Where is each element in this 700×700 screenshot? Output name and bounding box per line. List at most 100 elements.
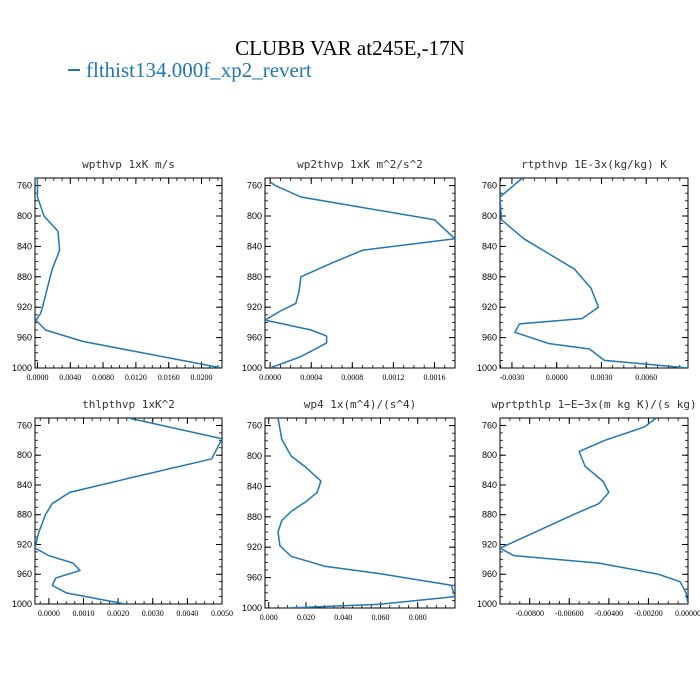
y-tick-label: 880	[482, 510, 497, 520]
x-tick-label: 0.040	[334, 613, 352, 622]
series-line	[500, 418, 688, 604]
x-tick-label: 0.0020	[107, 609, 129, 618]
x-tick-label: 0.060	[371, 613, 389, 622]
y-tick-label: 960	[482, 333, 497, 343]
legend-line-swatch	[68, 69, 80, 72]
x-tick-label: 0.000	[260, 613, 278, 622]
x-tick-label: 0.0000	[259, 373, 281, 382]
y-tick-label: 800	[247, 211, 262, 221]
series-line	[500, 178, 688, 368]
panel-5: wp4 1x(m^4)/(s^4)76080084088092096010000…	[242, 398, 456, 622]
y-tick-label: 800	[482, 211, 497, 221]
panel-frame	[499, 177, 689, 369]
x-tick-label: 0.0120	[125, 373, 147, 382]
y-tick-label: 880	[482, 272, 497, 282]
y-tick-label: 800	[482, 450, 497, 460]
panel-1: wpthvp 1xK m/s76080084088092096010000.00…	[12, 158, 223, 382]
x-tick-label: 0.0012	[382, 373, 404, 382]
x-tick-label: 0.0030	[142, 609, 164, 618]
y-tick-label: 920	[247, 542, 262, 552]
y-tick-label: 880	[247, 512, 262, 522]
y-tick-label: 960	[17, 333, 32, 343]
x-tick-label: 0.0200	[190, 373, 212, 382]
panel-title: wprtpthlp 1−E−3x(m kg K)/(s kg)	[491, 398, 696, 411]
panel-frame	[499, 417, 689, 605]
series-line	[265, 181, 455, 368]
y-tick-label: 760	[482, 181, 497, 191]
y-tick-label: 960	[247, 333, 262, 343]
y-tick-label: 960	[247, 573, 262, 583]
legend-label: flthist134.000f_xp2_revert	[86, 58, 312, 82]
y-tick-label: 880	[17, 510, 32, 520]
panel-frame	[264, 417, 456, 609]
series-line	[35, 178, 222, 368]
y-tick-label: 920	[247, 302, 262, 312]
y-tick-label: 1000	[12, 599, 32, 609]
x-tick-label: 0.0030	[590, 373, 612, 382]
y-tick-label: 880	[247, 272, 262, 282]
y-tick-label: 840	[247, 241, 262, 251]
x-tick-label: -0.00800	[515, 609, 544, 618]
panel-frame	[264, 177, 456, 369]
panel-title: thlpthvp 1xK^2	[82, 398, 175, 411]
y-tick-label: 920	[482, 539, 497, 549]
x-tick-label: 0.0040	[59, 373, 81, 382]
x-tick-label: 0.00000	[675, 609, 700, 618]
panel-4: thlpthvp 1xK^2 760 800 840 880 920 960 1000 0.00…	[12, 398, 233, 618]
x-tick-label: 0.0040	[176, 609, 198, 618]
x-tick-label: 0.0016	[423, 373, 445, 382]
y-tick-label: 960	[17, 569, 32, 579]
panel-6: wprtpthlp 1−E−3x(m kg K)/(s kg) 760 800 840…	[477, 398, 700, 618]
x-tick-label: 0.0000	[26, 373, 48, 382]
y-tick-label: 920	[482, 302, 497, 312]
x-tick-label: 0.0050	[211, 609, 233, 618]
legend: flthist134.000f_xp2_revert	[68, 58, 312, 83]
x-tick-label: 0.080	[409, 613, 427, 622]
y-tick-label: 840	[482, 480, 497, 490]
x-tick-label: 0.0008	[341, 373, 363, 382]
x-tick-label: 0.0000	[546, 373, 568, 382]
x-tick-label: 0.0080	[92, 373, 114, 382]
x-tick-label: 0.0000	[38, 609, 60, 618]
y-tick-label: 880	[17, 272, 32, 282]
y-tick-label: 840	[17, 480, 32, 490]
panel-2: wp2thvp 1xK m^2/s^2 760 800 840 880 920 960 100…	[242, 158, 456, 382]
y-tick-label: 760	[247, 181, 262, 191]
x-tick-label: 0.0060	[635, 373, 657, 382]
x-tick-label: 0.0010	[72, 609, 94, 618]
y-tick-label: 920	[17, 302, 32, 312]
panel-title: wpthvp 1xK m/s	[82, 158, 175, 171]
panel-title: rtpthvp 1E-3x(kg/kg) K	[521, 158, 667, 171]
y-tick-label: 960	[482, 569, 497, 579]
x-tick-label: 0.0004	[300, 373, 322, 382]
panel-frame	[34, 177, 223, 369]
y-tick-label: 1000	[477, 599, 497, 609]
y-tick-label: 760	[482, 420, 497, 430]
y-tick-label: 760	[247, 421, 262, 431]
panel-3: rtpthvp 1E-3x(kg/kg) K 760 800 840 880 920 960…	[477, 158, 689, 382]
x-tick-label: 0.020	[297, 613, 315, 622]
y-tick-label: 840	[17, 241, 32, 251]
y-tick-label: 840	[482, 241, 497, 251]
y-tick-label: 1000	[242, 603, 262, 613]
x-tick-label: -0.00400	[595, 609, 624, 618]
x-tick-label: -0.00200	[634, 609, 663, 618]
y-tick-label: 800	[247, 451, 262, 461]
y-tick-label: 760	[17, 181, 32, 191]
y-tick-label: 1000	[477, 363, 497, 373]
y-tick-label: 840	[247, 481, 262, 491]
y-tick-label: 1000	[242, 363, 262, 373]
panel-title: wp4 1x(m^4)/(s^4)	[304, 398, 417, 411]
panel-title: wp2thvp 1xK m^2/s^2	[297, 158, 423, 171]
y-tick-label: 920	[17, 539, 32, 549]
series-line	[35, 418, 222, 604]
x-tick-label: 0.0160	[158, 373, 180, 382]
series-line	[277, 418, 455, 608]
x-tick-label: -0.00600	[555, 609, 584, 618]
y-tick-label: 800	[17, 211, 32, 221]
y-tick-label: 800	[17, 450, 32, 460]
figure-title: CLUBB VAR at245E,-17N	[235, 36, 465, 60]
x-tick-label: -0.0030	[500, 373, 525, 382]
y-tick-label: 1000	[12, 363, 32, 373]
